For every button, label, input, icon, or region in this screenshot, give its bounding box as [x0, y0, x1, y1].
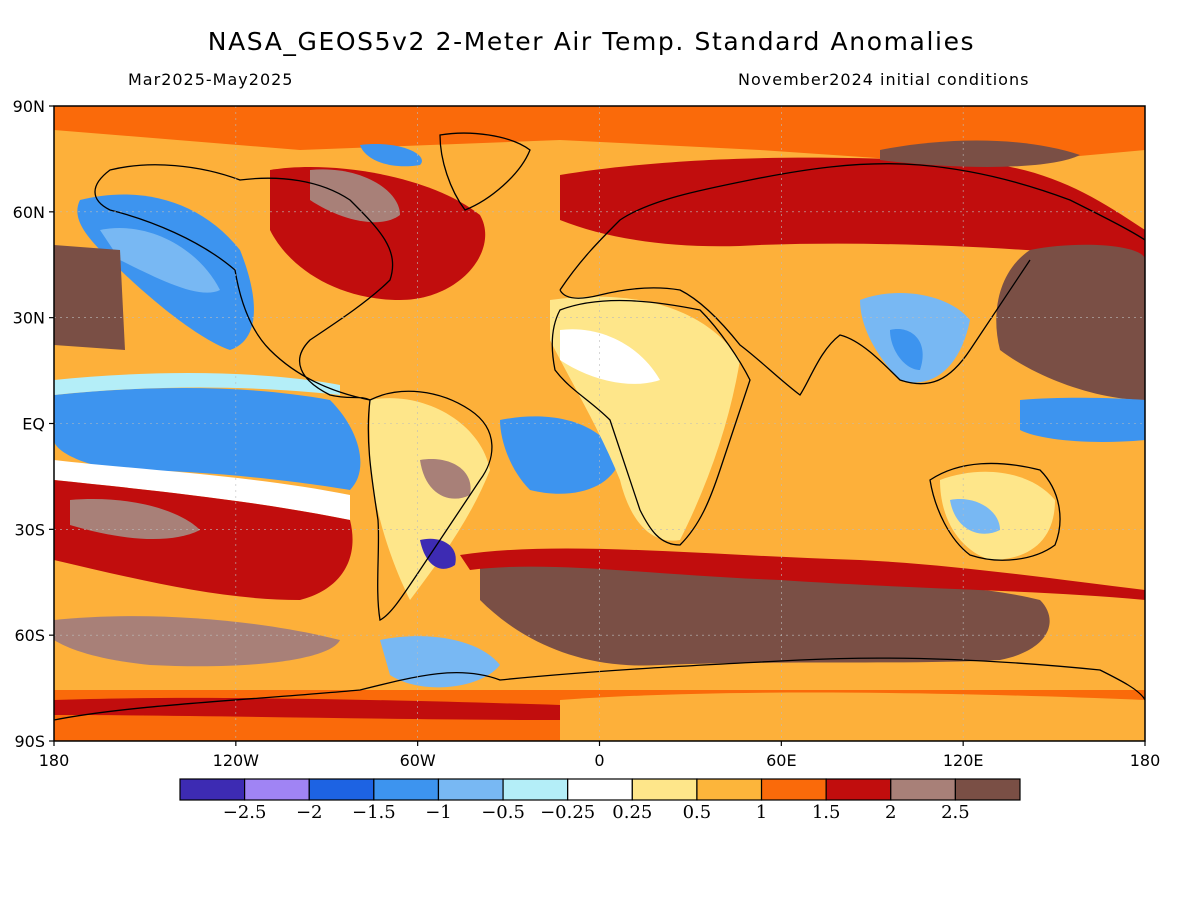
anomaly-region — [460, 548, 1145, 600]
colorbar-swatch — [890, 778, 956, 801]
anomaly-region — [560, 692, 1145, 741]
anomaly-field — [54, 106, 1145, 741]
colorbar-label: −0.5 — [481, 802, 525, 823]
anomaly-region — [54, 460, 350, 520]
colorbar-label: 1.5 — [812, 802, 841, 823]
colorbar-swatch — [631, 778, 698, 801]
lon-tick-label: 60W — [400, 751, 436, 770]
anomaly-region — [370, 398, 490, 600]
anomaly-region — [996, 244, 1145, 400]
anomaly-region — [54, 616, 340, 667]
colorbar-label: −1.5 — [352, 802, 396, 823]
anomaly-region — [380, 636, 500, 688]
coastlines — [54, 132, 1145, 721]
anomaly-region — [950, 499, 1000, 534]
lon-tick-label: 0 — [594, 751, 604, 770]
coastline-greenland — [439, 132, 531, 211]
lat-tick-label: 90S — [14, 732, 45, 751]
anomaly-region — [54, 106, 1145, 165]
anomaly-region — [360, 144, 422, 167]
colorbar-label: 1 — [756, 802, 767, 823]
anomaly-region — [54, 245, 125, 350]
lat-tick-label: 90N — [13, 97, 45, 116]
anomaly-region — [100, 228, 220, 293]
coastline-north-america — [94, 164, 394, 401]
colorbar-swatch — [760, 778, 827, 801]
colorbar-label: 0.5 — [683, 802, 712, 823]
colorbar-label: 0.25 — [612, 802, 652, 823]
lon-tick-label: 180 — [1130, 751, 1161, 770]
anomaly-region — [560, 329, 660, 384]
anomaly-region — [310, 169, 400, 223]
colorbar-swatch — [437, 778, 504, 801]
anomaly-region — [940, 471, 1055, 560]
colorbar-label: 2 — [885, 802, 896, 823]
coastline-africa — [551, 299, 751, 546]
anomaly-region — [1020, 397, 1145, 442]
colorbar-label: −1 — [425, 802, 452, 823]
colorbar-swatch — [696, 778, 763, 801]
lat-tick-label: 30S — [14, 520, 45, 539]
colorbar-label: −0.25 — [540, 802, 595, 823]
lat-tick-label: 60S — [14, 626, 45, 645]
lat-tick-label: 30N — [13, 309, 45, 328]
lon-tick-label: 180 — [39, 751, 70, 770]
coastline-eurasia — [559, 163, 1145, 396]
colorbar-swatch — [502, 778, 569, 801]
anomaly-region — [54, 697, 560, 720]
colorbar-swatch — [567, 778, 633, 801]
lon-tick-label: 120W — [213, 751, 260, 770]
coastline-australia — [929, 462, 1061, 561]
anomaly-region — [54, 388, 361, 490]
colorbar: −2.5 −2 −1.5 −1 −0.5 −0.25 0.25 0.5 1 1.5 2 2.5 — [179, 778, 1021, 823]
colorbar-swatch — [179, 778, 246, 801]
anomaly-region — [880, 140, 1080, 167]
colorbar-swatch — [308, 778, 375, 801]
lon-tick-label: 120E — [943, 751, 984, 770]
anomaly-region — [560, 157, 1145, 260]
colorbar-swatch — [244, 778, 310, 801]
anomaly-region — [54, 373, 340, 395]
map-title: NASA_GEOS5v2 2-Meter Air Temp. Standard … — [207, 27, 976, 56]
colorbar-swatch — [373, 778, 440, 801]
lat-tick-label: 60N — [13, 203, 45, 222]
initial-conditions-label: November2024 initial conditions — [738, 70, 1030, 89]
anomaly-region — [420, 459, 471, 499]
coastline-antarctica — [54, 657, 1145, 721]
anomaly-region — [890, 329, 923, 370]
forecast-period: Mar2025-May2025 — [128, 70, 294, 89]
colorbar-swatch — [825, 778, 892, 801]
anomaly-region — [420, 538, 456, 569]
map-gridlines — [54, 106, 1145, 741]
colorbar-swatch — [954, 778, 1021, 801]
colorbar-label: −2.5 — [223, 802, 267, 823]
anomaly-region — [500, 416, 620, 494]
colorbar-label: 2.5 — [941, 802, 970, 823]
colorbar-label: −2 — [296, 802, 323, 823]
lat-tick-label: EQ — [22, 415, 45, 434]
coastline-south-america — [367, 390, 493, 621]
lon-tick-label: 60E — [766, 751, 796, 770]
